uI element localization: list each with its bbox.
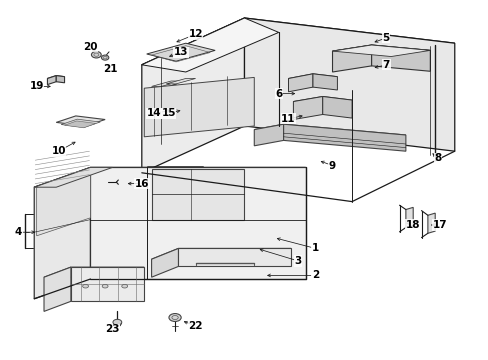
Text: 16: 16 [134, 179, 149, 189]
Polygon shape [151, 86, 161, 115]
Text: 5: 5 [382, 33, 389, 43]
Polygon shape [254, 124, 405, 140]
Ellipse shape [102, 55, 109, 60]
Text: 3: 3 [294, 256, 301, 266]
Polygon shape [244, 18, 454, 151]
Polygon shape [178, 248, 290, 266]
Polygon shape [44, 267, 144, 277]
Ellipse shape [113, 319, 122, 325]
Polygon shape [61, 119, 100, 127]
Polygon shape [254, 124, 283, 146]
Polygon shape [142, 18, 244, 173]
Polygon shape [322, 96, 351, 118]
Polygon shape [332, 45, 429, 57]
Polygon shape [34, 167, 305, 187]
Polygon shape [312, 74, 337, 90]
Text: 12: 12 [188, 29, 203, 39]
Polygon shape [166, 78, 195, 84]
Polygon shape [56, 116, 105, 126]
Text: 20: 20 [83, 42, 98, 52]
Text: 18: 18 [405, 220, 420, 230]
Text: 21: 21 [102, 64, 117, 74]
Text: 11: 11 [281, 114, 295, 124]
Polygon shape [71, 267, 144, 301]
Polygon shape [151, 169, 244, 220]
Ellipse shape [102, 284, 108, 288]
Polygon shape [34, 167, 112, 187]
Text: 17: 17 [432, 220, 447, 230]
Text: 15: 15 [161, 108, 176, 118]
Polygon shape [142, 18, 454, 90]
Polygon shape [166, 84, 176, 113]
Ellipse shape [169, 314, 181, 321]
Text: 8: 8 [433, 153, 440, 163]
Polygon shape [283, 124, 405, 151]
Polygon shape [293, 96, 351, 105]
Text: 6: 6 [275, 89, 282, 99]
Polygon shape [34, 167, 90, 299]
Ellipse shape [91, 51, 101, 58]
Text: 22: 22 [188, 321, 203, 331]
Polygon shape [288, 74, 312, 92]
Polygon shape [47, 76, 64, 80]
Ellipse shape [82, 284, 88, 288]
Text: 2: 2 [311, 270, 318, 280]
Polygon shape [151, 81, 181, 86]
Ellipse shape [122, 284, 127, 288]
Polygon shape [151, 248, 290, 259]
Polygon shape [371, 45, 429, 71]
Polygon shape [44, 267, 71, 311]
Text: 7: 7 [382, 60, 389, 70]
Text: 13: 13 [173, 47, 188, 57]
Polygon shape [56, 76, 64, 83]
Polygon shape [64, 121, 96, 128]
Text: 14: 14 [146, 108, 161, 118]
Polygon shape [90, 167, 305, 279]
Polygon shape [151, 248, 178, 277]
Polygon shape [405, 207, 412, 228]
Polygon shape [293, 96, 322, 120]
Text: 19: 19 [29, 81, 44, 91]
Polygon shape [146, 43, 215, 61]
Polygon shape [427, 213, 434, 233]
Polygon shape [144, 77, 254, 137]
Polygon shape [37, 167, 90, 236]
Polygon shape [47, 76, 56, 85]
Text: 23: 23 [105, 324, 120, 334]
Polygon shape [332, 45, 429, 57]
Text: 10: 10 [51, 146, 66, 156]
Polygon shape [142, 18, 278, 72]
Text: 9: 9 [328, 161, 335, 171]
Text: 1: 1 [311, 243, 318, 253]
Polygon shape [332, 45, 371, 72]
Text: 4: 4 [15, 227, 22, 237]
Polygon shape [288, 74, 337, 81]
